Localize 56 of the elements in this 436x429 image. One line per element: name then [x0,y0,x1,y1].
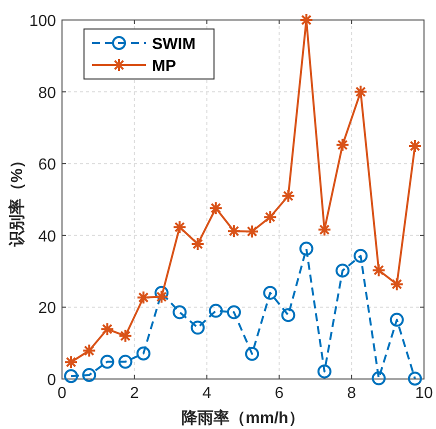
point [82,344,96,358]
point [336,264,350,278]
point [372,263,386,278]
point [208,304,223,318]
x-tick-label: 10 [415,385,433,402]
y-axis-title: 识别率（%） [7,152,26,248]
x-tick-label: 8 [347,385,356,402]
y-tick-label: 40 [38,228,56,246]
point [299,242,314,256]
y-tick-label: 100 [29,13,56,30]
point [263,286,278,300]
point [372,371,386,386]
point [190,320,205,335]
point [154,290,169,304]
point [390,277,404,292]
x-tick-label: 6 [274,385,284,402]
point [226,224,241,238]
x-tick-label: 4 [202,385,212,402]
y-tick-label: 20 [38,300,56,318]
point [208,201,223,216]
point [281,188,296,203]
point [64,369,78,384]
point [281,308,296,322]
point [299,13,314,27]
point [354,248,368,263]
point [154,286,169,300]
point [64,355,78,370]
y-tick-label: 60 [38,156,56,174]
point [390,312,404,327]
point [245,346,260,361]
point [263,210,278,224]
point [336,138,350,152]
x-axis-title: 降雨率（mm/h） [182,408,304,427]
point [118,328,132,343]
point [136,290,150,305]
y-tick-label: 80 [38,84,56,102]
point [190,237,205,252]
point [136,346,150,361]
x-tick-label: 0 [58,385,67,402]
point [118,354,132,369]
point [408,139,422,154]
point [172,305,187,320]
y-tick-label: 0 [47,372,56,389]
point [172,220,187,234]
legend-label: SWIM [152,36,196,53]
x-tick-label: 2 [130,385,139,402]
point [408,372,422,386]
point [245,224,260,238]
point [317,364,332,378]
point [100,354,114,369]
point [82,368,96,382]
point [226,305,241,320]
point [100,322,114,336]
point [354,84,368,99]
legend-label: MP [152,58,176,75]
point [317,222,332,237]
